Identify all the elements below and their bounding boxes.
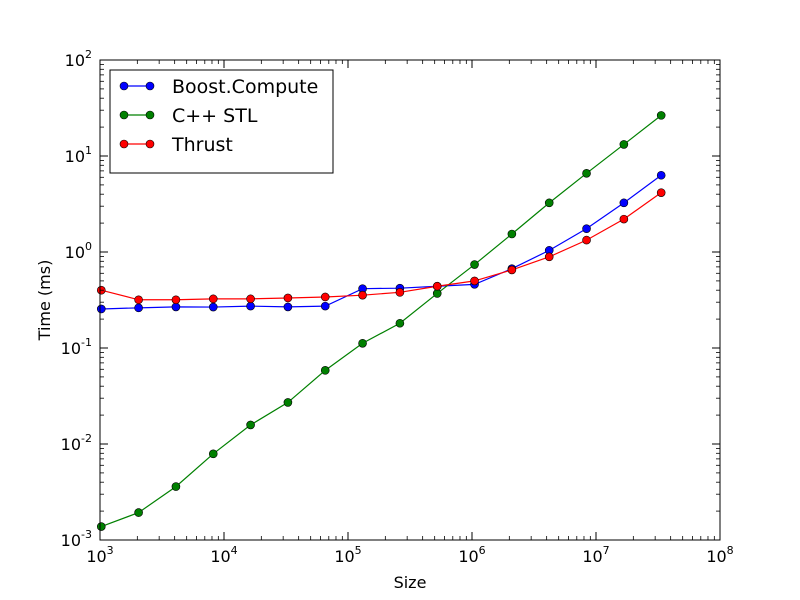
data-point bbox=[432, 289, 442, 298]
data-point bbox=[283, 293, 293, 303]
data-point bbox=[656, 188, 666, 197]
legend-marker bbox=[119, 110, 129, 120]
data-point bbox=[507, 229, 517, 239]
data-point bbox=[470, 260, 479, 269]
x-tick-label: 108 bbox=[706, 544, 733, 566]
y-tick-label: 10-3 bbox=[61, 528, 92, 550]
y-axis-label: Time (ms) bbox=[35, 260, 54, 342]
legend-marker bbox=[145, 81, 155, 91]
legend-marker bbox=[119, 81, 129, 91]
data-point bbox=[246, 420, 255, 430]
data-point bbox=[656, 111, 666, 120]
data-point bbox=[283, 398, 293, 407]
data-point bbox=[320, 301, 330, 311]
y-tick-label: 100 bbox=[65, 240, 92, 262]
data-point bbox=[171, 482, 181, 491]
data-point bbox=[619, 198, 629, 208]
data-point bbox=[134, 303, 143, 313]
x-tick-label: 103 bbox=[86, 544, 113, 566]
data-point bbox=[320, 366, 330, 375]
data-point bbox=[432, 281, 442, 291]
data-point bbox=[619, 140, 629, 149]
x-tick-label: 107 bbox=[582, 544, 609, 566]
data-point bbox=[96, 522, 106, 531]
data-point bbox=[470, 276, 479, 286]
data-point bbox=[134, 508, 143, 517]
data-point bbox=[134, 295, 143, 305]
legend-marker bbox=[145, 110, 155, 120]
data-point bbox=[395, 288, 405, 297]
data-point bbox=[96, 304, 106, 314]
series-line bbox=[101, 114, 662, 528]
data-point bbox=[544, 252, 554, 262]
data-point bbox=[283, 302, 293, 312]
y-tick-label: 10-1 bbox=[61, 336, 92, 358]
data-point bbox=[619, 214, 629, 224]
data-point bbox=[395, 318, 405, 328]
data-point bbox=[208, 294, 218, 304]
x-tick-label: 106 bbox=[458, 544, 485, 566]
data-point bbox=[246, 294, 255, 304]
legend-label: C++ STL bbox=[172, 105, 258, 127]
data-point bbox=[171, 302, 181, 312]
data-point bbox=[582, 169, 591, 178]
legend-label: Boost.Compute bbox=[172, 76, 318, 98]
y-tick-label: 101 bbox=[65, 144, 92, 166]
data-point bbox=[544, 198, 554, 208]
series-line bbox=[101, 174, 662, 310]
legend-marker bbox=[145, 139, 155, 149]
x-tick-label: 104 bbox=[210, 544, 237, 566]
series-line bbox=[101, 192, 662, 301]
data-point bbox=[582, 224, 591, 233]
legend-marker bbox=[119, 139, 129, 149]
x-tick-label: 105 bbox=[334, 544, 361, 566]
data-point bbox=[507, 265, 517, 275]
plot-area bbox=[96, 111, 666, 531]
legend-label: Thrust bbox=[171, 134, 233, 156]
data-point bbox=[656, 170, 666, 180]
data-point bbox=[171, 295, 181, 305]
x-axis-label: Size bbox=[394, 573, 427, 592]
data-point bbox=[246, 301, 255, 311]
legend: Boost.Compute C++ STL Thrust bbox=[109, 69, 334, 174]
axes: 103 104 105 106 107 108 10-3 10-2 10-1 100 101 102 bbox=[61, 48, 734, 566]
plot-frame bbox=[99, 59, 721, 541]
data-point bbox=[358, 290, 367, 300]
data-point bbox=[358, 338, 367, 348]
data-point bbox=[208, 449, 218, 459]
data-point bbox=[208, 302, 218, 312]
data-point bbox=[582, 235, 591, 245]
y-tick-label: 102 bbox=[65, 48, 92, 70]
data-point bbox=[320, 292, 330, 302]
y-tick-label: 10-2 bbox=[61, 432, 92, 454]
